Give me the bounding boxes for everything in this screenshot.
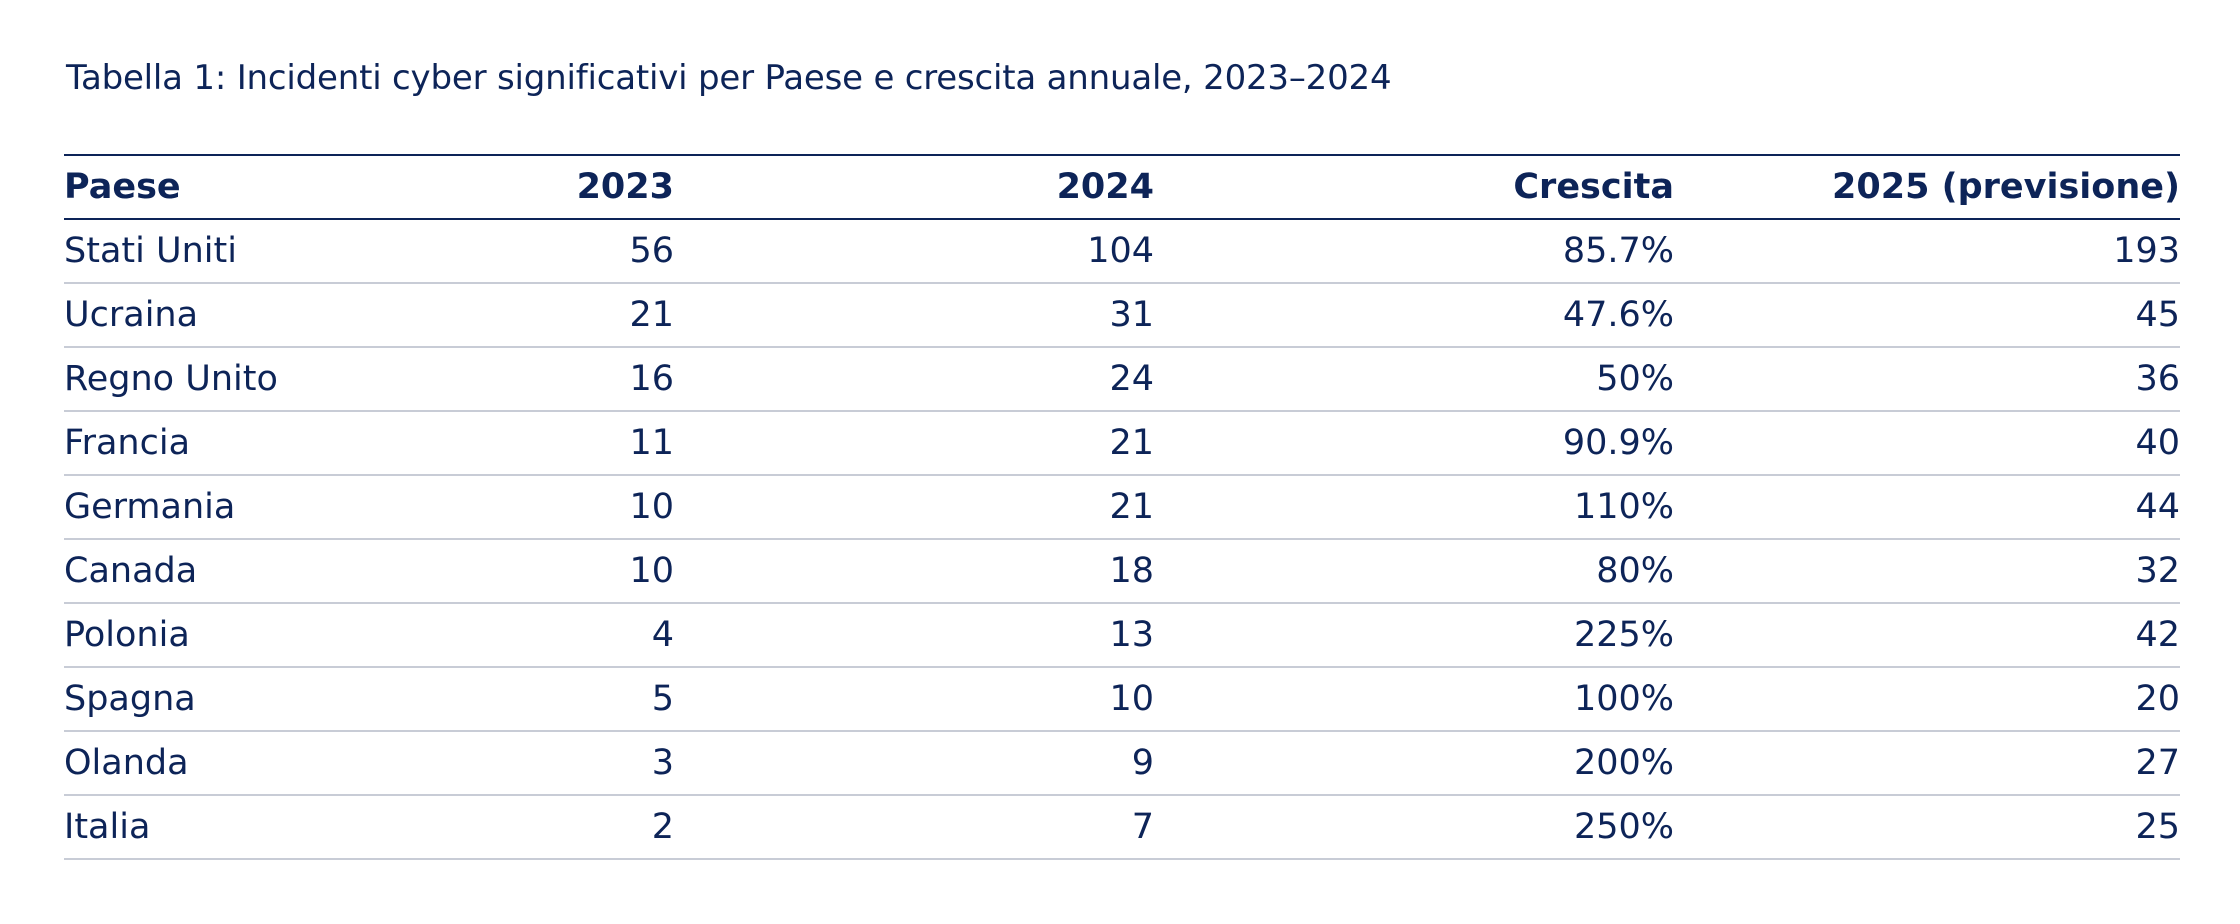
table-row: Olanda 3 9 200% 27 xyxy=(64,731,2180,795)
cell-2023: 2 xyxy=(651,807,674,847)
cell-country: Ucraina xyxy=(64,295,199,335)
cell-2023: 56 xyxy=(629,231,674,271)
cell-2025: 27 xyxy=(2135,743,2180,783)
cell-growth: 50% xyxy=(1596,359,1674,399)
table-row: Ucraina 21 31 47.6% 45 xyxy=(64,283,2180,347)
cell-2023: 10 xyxy=(629,487,674,527)
cell-2025: 193 xyxy=(2113,231,2180,271)
cell-growth: 47.6% xyxy=(1562,295,1674,335)
table-row: Francia 11 21 90.9% 40 xyxy=(64,411,2180,475)
header-country: Paese xyxy=(64,167,181,207)
cell-2023: 10 xyxy=(629,551,674,591)
cell-country: Polonia xyxy=(64,615,190,655)
cell-2025: 45 xyxy=(2135,295,2180,335)
cell-growth: 80% xyxy=(1596,551,1674,591)
table-row: Canada 10 18 80% 32 xyxy=(64,539,2180,603)
table-row: Italia 2 7 250% 25 xyxy=(64,795,2180,859)
cell-2024: 104 xyxy=(1087,231,1154,271)
cell-2024: 31 xyxy=(1109,295,1154,335)
cell-2025: 42 xyxy=(2135,615,2180,655)
header-2024: 2024 xyxy=(1056,167,1154,207)
cell-growth: 110% xyxy=(1573,487,1674,527)
cell-country: Spagna xyxy=(64,679,196,719)
cell-2024: 10 xyxy=(1109,679,1154,719)
incidents-table: Paese 2023 2024 Crescita 2025 (prevision… xyxy=(64,154,2180,860)
cell-2025: 25 xyxy=(2135,807,2180,847)
cell-growth: 250% xyxy=(1573,807,1674,847)
cell-2023: 21 xyxy=(629,295,674,335)
cell-2023: 16 xyxy=(629,359,674,399)
header-growth: Crescita xyxy=(1513,167,1674,207)
cell-country: Olanda xyxy=(64,743,189,783)
cell-growth: 225% xyxy=(1573,615,1674,655)
cell-2024: 9 xyxy=(1131,743,1154,783)
cell-country: Regno Unito xyxy=(64,359,278,399)
cell-country: Francia xyxy=(64,423,191,463)
cell-2024: 21 xyxy=(1109,487,1154,527)
cell-growth: 90.9% xyxy=(1562,423,1674,463)
cell-2023: 5 xyxy=(651,679,674,719)
cell-country: Germania xyxy=(64,487,236,527)
cell-2025: 20 xyxy=(2135,679,2180,719)
cell-2025: 40 xyxy=(2135,423,2180,463)
table-row: Stati Uniti 56 104 85.7% 193 xyxy=(64,219,2180,283)
cell-growth: 200% xyxy=(1573,743,1674,783)
cell-2024: 7 xyxy=(1131,807,1154,847)
header-2023: 2023 xyxy=(576,167,674,207)
table-row: Spagna 5 10 100% 20 xyxy=(64,667,2180,731)
table-row: Polonia 4 13 225% 42 xyxy=(64,603,2180,667)
cell-2025: 36 xyxy=(2135,359,2180,399)
cell-2024: 18 xyxy=(1109,551,1154,591)
header-2025-forecast: 2025 (previsione) xyxy=(1832,167,2180,207)
table-row: Germania 10 21 110% 44 xyxy=(64,475,2180,539)
cell-2024: 24 xyxy=(1109,359,1154,399)
cell-2023: 3 xyxy=(651,743,674,783)
cell-country: Stati Uniti xyxy=(64,231,237,271)
cell-2023: 11 xyxy=(629,423,674,463)
cell-country: Italia xyxy=(64,807,151,847)
table-row: Regno Unito 16 24 50% 36 xyxy=(64,347,2180,411)
cell-2025: 44 xyxy=(2135,487,2180,527)
table-title: Tabella 1: Incidenti cyber significativi… xyxy=(66,58,1392,98)
cell-growth: 100% xyxy=(1573,679,1674,719)
cell-country: Canada xyxy=(64,551,198,591)
cell-2025: 32 xyxy=(2135,551,2180,591)
cell-2023: 4 xyxy=(651,615,674,655)
cell-growth: 85.7% xyxy=(1562,231,1674,271)
cell-2024: 13 xyxy=(1109,615,1154,655)
cell-2024: 21 xyxy=(1109,423,1154,463)
header-row: Paese 2023 2024 Crescita 2025 (prevision… xyxy=(64,155,2180,219)
